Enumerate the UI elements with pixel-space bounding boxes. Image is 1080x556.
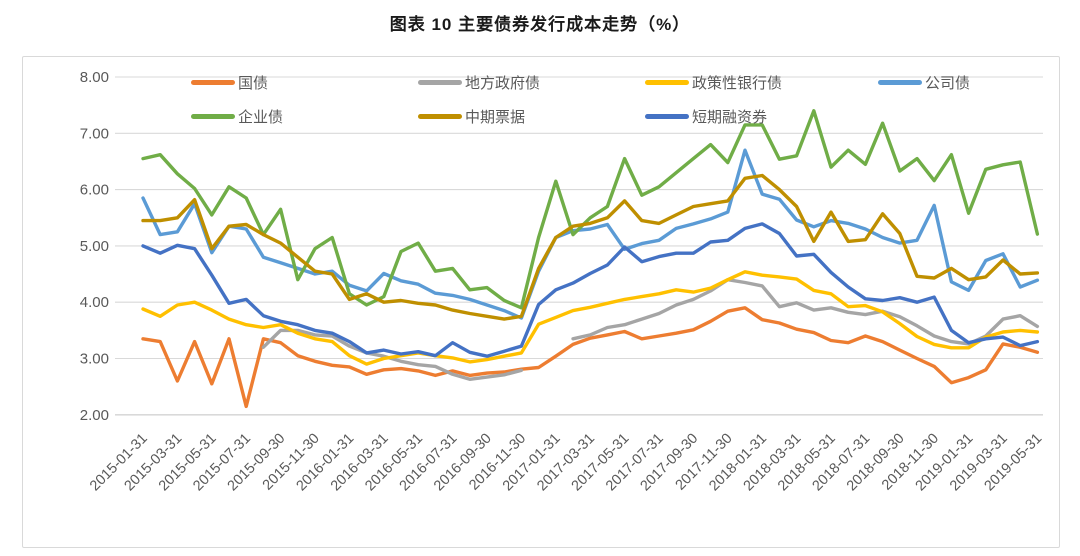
- legend-item-0: 国债: [191, 73, 269, 92]
- legend-item-1: 地方政府债: [418, 73, 541, 92]
- legend-label: 国债: [238, 74, 269, 92]
- y-axis-label: 4.00: [80, 294, 109, 311]
- plot-svg: 8.007.006.005.004.003.002.002015-01-3120…: [80, 69, 1045, 494]
- legend-item-5: 中期票据: [418, 107, 526, 126]
- series-line-6: [141, 222, 1040, 358]
- y-axis-label: 6.00: [80, 182, 109, 199]
- series-line-5: [141, 173, 1040, 321]
- series-line-1: [571, 277, 1040, 346]
- legend-swatch-icon: [418, 79, 462, 85]
- legend-swatch-icon: [645, 79, 689, 85]
- legend-item-6: 短期融资券: [645, 107, 768, 126]
- series-line-0: [141, 306, 1040, 409]
- legend-label: 地方政府债: [465, 74, 541, 92]
- legend-label: 政策性银行债: [692, 74, 783, 92]
- y-axis-label: 2.00: [80, 407, 109, 424]
- chart-title: 图表 10 主要债券发行成本走势（%）: [389, 15, 691, 34]
- legend-swatch-icon: [645, 113, 689, 119]
- y-axis-label: 7.00: [80, 125, 109, 142]
- legend-swatch-icon: [418, 113, 462, 119]
- series-line-4: [141, 109, 1040, 310]
- legend-label: 中期票据: [465, 108, 526, 126]
- legend-swatch-icon: [878, 79, 922, 85]
- chart-frame: 8.00 7.00 6.00 5.00 4.00 3.00 2.00 2015-01-31 20…: [22, 56, 1060, 548]
- legend-item-2: 政策性银行债: [645, 73, 783, 92]
- series-line-3: [141, 148, 1040, 320]
- legend-swatch-icon: [191, 113, 235, 119]
- series-line-2: [141, 270, 1040, 366]
- legend-label: 短期融资券: [692, 108, 768, 126]
- legend-label: 公司债: [925, 74, 971, 92]
- legend-swatch-icon: [191, 79, 235, 85]
- legend-label: 企业债: [238, 108, 284, 126]
- legend-item-4: 企业债: [191, 107, 284, 126]
- y-axis-label: 3.00: [80, 351, 109, 368]
- y-axis-label: 5.00: [80, 238, 109, 255]
- y-axis-label: 8.00: [80, 69, 109, 86]
- legend-item-3: 公司债: [878, 73, 971, 92]
